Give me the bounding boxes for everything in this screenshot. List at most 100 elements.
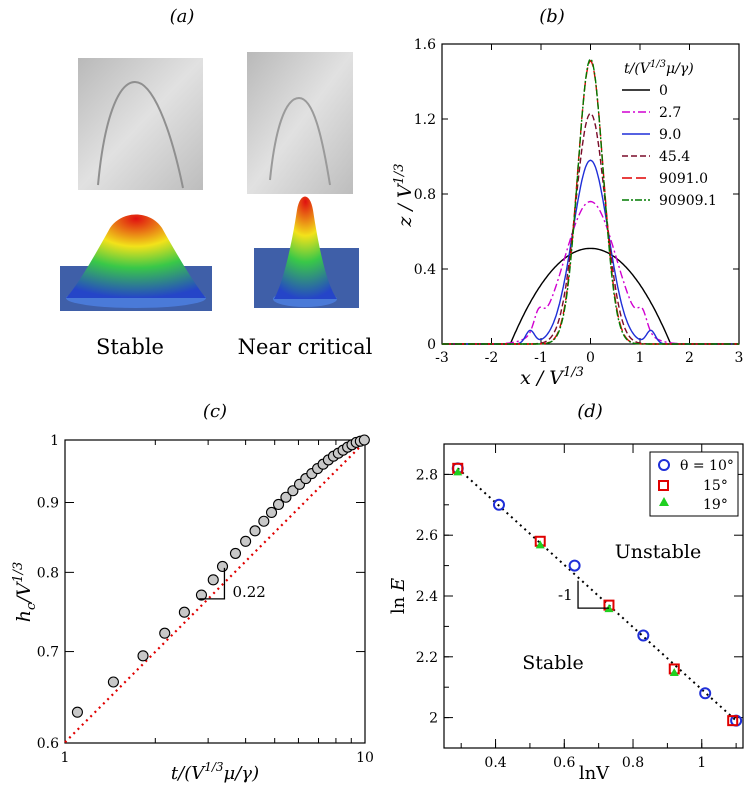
panel-d-ylabel: ln E	[388, 578, 409, 614]
stable-photo	[78, 58, 203, 190]
panel-b-legend: t/(V1/3μ/γ) 0 2.7 9.0 45.4 9091.0 90909.1	[622, 59, 717, 209]
b-legend-label: 9.0	[659, 127, 681, 143]
c-point	[258, 515, 270, 527]
panel-d-slope-triangle	[577, 580, 609, 609]
panel-c-ylabel: hc/V1/3	[11, 562, 39, 623]
c-ytick-label: 0.9	[37, 495, 59, 511]
stable-photo-outline	[97, 80, 184, 189]
panel-c-slope-label: 0.22	[232, 583, 265, 601]
c-point	[159, 627, 171, 639]
panel-c-fit	[64, 441, 366, 744]
c-point	[358, 434, 370, 446]
panel-d: (d) 0.4 0.6 0.8 122.22.42.62.8 -1 Unstable …	[388, 401, 744, 784]
d-xtick-label: 1	[697, 755, 706, 771]
b-legend-label: 2.7	[659, 105, 681, 121]
b-xtick-label: 3	[735, 350, 744, 366]
legend-square-marker	[658, 480, 669, 491]
c-ytick-label: 0.6	[37, 736, 59, 752]
panel-d-slope-label: -1	[558, 586, 573, 604]
c-ytick-label: 0.8	[37, 565, 59, 581]
panel-d-stable-label: Stable	[522, 652, 583, 674]
stable-dome	[66, 214, 206, 298]
c-point	[280, 491, 292, 503]
panel-c-title: (c)	[203, 401, 227, 422]
b-series-90909.1	[442, 57, 739, 345]
b-ytick-label: 0	[427, 337, 436, 353]
d-ytick-label: 2.2	[416, 650, 438, 666]
b-series-45.4	[442, 112, 739, 345]
b-series-9.0	[442, 159, 739, 345]
c-point	[240, 535, 252, 547]
c-point	[265, 506, 278, 519]
c-fit-line	[64, 441, 366, 744]
d-point-square	[727, 715, 739, 727]
b-ytick-label: 0.8	[414, 187, 436, 203]
d-point-circle	[637, 629, 650, 642]
panel-b-xlabel: x / V1/3	[520, 365, 584, 389]
c-point	[229, 547, 242, 559]
b-xtick-label: -3	[435, 350, 449, 366]
b-xtick-label: -1	[534, 350, 548, 366]
b-xtick-label: 0	[586, 350, 595, 366]
panel-d-fit-line	[457, 467, 737, 722]
legend-triangle-marker	[659, 497, 669, 506]
legend-circle-marker	[658, 459, 670, 471]
d-point-circle	[492, 498, 505, 511]
c-point	[272, 498, 285, 511]
b-series-0	[442, 247, 739, 345]
d-point-circle	[699, 687, 712, 700]
d-point-triangle	[535, 540, 545, 549]
panel-b-lines	[442, 57, 739, 345]
panel-d-xlabel: lnV	[579, 763, 610, 784]
c-point	[178, 606, 190, 618]
panel-b-ticks: -3 -2 -1 0 1 2 3 0 0.4 0.8 1.2 1.6	[414, 37, 744, 366]
c-point	[216, 560, 229, 573]
c-point	[107, 676, 119, 688]
critical-photo-outline	[269, 96, 331, 186]
panel-c-slope-triangle	[199, 567, 226, 600]
panel-a: (a) Stable Near critical	[60, 6, 373, 359]
b-xtick-label: 2	[685, 350, 694, 366]
d-point-circle	[568, 559, 581, 572]
panel-d-legend: θ = 10° 15° 19°	[649, 451, 739, 517]
panel-c-points	[71, 434, 370, 718]
panel-d-title: (d)	[577, 401, 603, 422]
b-ytick-label: 1.2	[414, 112, 436, 128]
d-point-triangle	[453, 467, 463, 476]
b-ytick-label: 1.6	[414, 37, 436, 53]
d-xtick-label: 0.8	[622, 755, 644, 771]
b-legend-label: 9091.0	[659, 171, 708, 187]
critical-caption: Near critical	[238, 335, 373, 359]
b-legend-label: 45.4	[659, 149, 690, 165]
panel-b-title: (b)	[539, 6, 565, 27]
c-point	[287, 485, 299, 497]
d-ytick-label: 2.8	[416, 467, 438, 483]
c-point	[207, 574, 219, 586]
panel-b-ylabel: z / V1/3	[392, 163, 416, 227]
panel-b: (b) -3 -2 -1 0 1 2 3 0 0.4 0.8 1.2 1.6 t/(V1/3μ/γ) …	[392, 6, 743, 389]
b-ytick-label: 0.4	[414, 262, 436, 278]
legend-d-15: 15°	[703, 478, 728, 494]
legend-d-10: θ = 10°	[680, 458, 734, 474]
c-point	[71, 706, 83, 718]
b-xtick-label: -2	[485, 350, 499, 366]
panel-a-label: (a)	[170, 6, 195, 27]
critical-photo	[247, 52, 353, 194]
b-xtick-label: 1	[636, 350, 645, 366]
panel-c-xlabel: t/(V1/3μ/γ)	[171, 760, 259, 784]
d-xtick-label: 0.4	[484, 755, 506, 771]
d-ytick-label: 2.4	[416, 589, 438, 605]
b-legend-label: 90909.1	[659, 193, 717, 209]
d-ytick-label: 2	[429, 711, 438, 727]
c-ytick-label: 0.7	[37, 645, 59, 661]
d-xtick-label: 0.6	[553, 755, 575, 771]
d-point-triangle	[669, 668, 679, 676]
c-point	[249, 525, 261, 537]
c-xtick-label: 10	[356, 750, 374, 766]
stable-caption: Stable	[96, 335, 164, 359]
b-legend-label: 0	[659, 83, 668, 99]
c-point	[137, 650, 149, 662]
d-ytick-label: 2.6	[416, 528, 438, 544]
panel-d-points	[451, 462, 743, 727]
